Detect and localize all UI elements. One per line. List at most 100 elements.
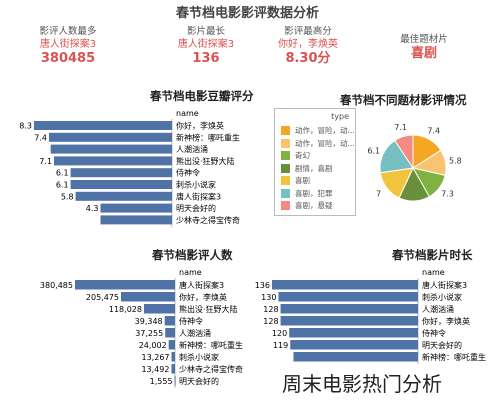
pie-legend: type 动作，冒险，动... 动作，冒险，动... 奇幻 剧情，喜剧 喜剧 喜剧，犯罪喜… (274, 108, 356, 216)
bar (53, 156, 172, 166)
data-label: 1,555 (150, 377, 173, 386)
legend-item[interactable]: 喜剧，悬疑 (295, 201, 333, 210)
category-label: 少林寺之得宝传奇 (176, 215, 240, 225)
duration-chart-title: 春节档影片时长 (392, 248, 473, 262)
slice-label: 7 (376, 190, 381, 199)
dashboard-title: 春节档电影影评数据分析 (175, 6, 319, 21)
kpi-value: 136 (192, 51, 220, 66)
slice-label: 7.3 (441, 190, 454, 199)
category-label: 唐人街探案3 (176, 191, 221, 201)
bar (280, 316, 418, 326)
category-label: 明天会好的 (179, 376, 219, 386)
kpi-longest-movie: 影片最长 唐人街探案3 136 (160, 26, 252, 67)
category-label: 唐人街探案3 (422, 280, 467, 290)
legend-item[interactable]: 动作，冒险，动... (295, 126, 355, 135)
rating-chart-title: 春节档电影豆瓣评分 (150, 89, 254, 103)
legend-item[interactable]: 喜剧 (295, 176, 310, 185)
data-label: 205,475 (86, 293, 119, 302)
bar (280, 304, 418, 314)
bar (171, 352, 175, 362)
legend-swatch (281, 201, 290, 210)
reviews-chart-title: 春节档影评人数 (152, 248, 233, 262)
category-label: 人潮汹涌 (176, 144, 208, 154)
data-label: 6.1 (56, 169, 69, 178)
category-label: 新神榜：哪吒重生 (179, 340, 243, 350)
data-label: 13,267 (142, 353, 170, 362)
data-label: 128 (263, 305, 278, 314)
bar (75, 191, 172, 201)
data-label: 4.3 (86, 204, 99, 213)
data-label: 7.1 (39, 157, 52, 166)
kpi-highest-score: 影评最高分 你好，李焕英 8.30分 (262, 26, 354, 67)
bar (143, 304, 175, 314)
legend-swatch (281, 151, 290, 160)
data-label: 118,028 (109, 305, 142, 314)
legend-swatch (281, 188, 290, 198)
category-label: 你好，李焕英 (179, 292, 227, 302)
column-header: name (176, 109, 199, 118)
bar (70, 180, 172, 189)
category-label: 你好，李焕英 (422, 316, 470, 326)
bar (120, 292, 175, 302)
kpi-label: 影片最长 (186, 26, 225, 37)
column-header: name (179, 268, 202, 277)
column-header: name (422, 268, 445, 277)
bar (165, 328, 175, 338)
data-label: 39,348 (135, 317, 163, 326)
kpi-movie: 你好，李焕英 (278, 39, 338, 50)
slice-label: 5.8 (449, 157, 462, 166)
category-label: 明天会好的 (422, 340, 462, 350)
category-label: 刺杀小说家 (176, 180, 216, 190)
legend-item[interactable]: 动作，冒险，动... (295, 138, 355, 148)
kpi-most-reviews: 影评人数最多 唐人街探案3 380485 (22, 26, 114, 67)
data-label: 24,002 (139, 341, 167, 350)
data-label: 128 (263, 317, 278, 326)
category-label: 熊出没·狂野大陆 (176, 156, 235, 166)
category-label: 少林寺之得宝传奇 (179, 364, 243, 374)
bar (290, 340, 418, 350)
bar (75, 280, 175, 290)
data-label: 37,255 (135, 329, 163, 338)
bar (278, 292, 418, 302)
legend-item[interactable]: 剧情，喜剧 (295, 163, 333, 173)
legend-swatch (281, 138, 290, 148)
bar (70, 168, 172, 178)
slice-label: 6.1 (367, 146, 380, 155)
bar (289, 328, 418, 338)
category-label: 明天会好的 (176, 203, 216, 213)
slice-label: 7.1 (394, 123, 407, 132)
bar (34, 121, 172, 130)
legend-swatch (281, 163, 290, 173)
bar (171, 364, 175, 374)
category-label: 唐人街探案3 (179, 280, 224, 290)
bar (293, 352, 418, 362)
kpi-movie: 唐人街探案3 (177, 39, 235, 50)
bar (164, 316, 175, 326)
category-label: 侍神令 (179, 316, 203, 326)
data-label: 6.1 (56, 181, 69, 190)
data-label: 136 (255, 281, 270, 290)
bar (100, 203, 172, 213)
data-label: 7.4 (34, 133, 47, 142)
slice-label: 7.4 (427, 126, 440, 135)
category-label: 人潮汹涌 (179, 328, 211, 338)
category-label: 刺杀小说家 (422, 292, 462, 302)
watermark: 周末电影热门分析 (282, 372, 442, 396)
reviews-bar-chart: name 380,485 唐人街探案3 205,475 你好，李焕英 118,028 熊出没… (40, 268, 243, 388)
data-label: 130 (261, 293, 276, 302)
category-label: 新神榜：哪吒重生 (422, 352, 486, 362)
data-label: 13,492 (141, 365, 169, 374)
legend-swatch (281, 176, 290, 185)
data-label: 119 (273, 341, 288, 350)
genre-pie-chart: 7.4 5.8 7.3 7 6.1 7.1 (367, 123, 462, 202)
kpi-label: 影评最高分 (284, 26, 332, 37)
bar (50, 144, 172, 154)
legend-item[interactable]: 喜剧，犯罪 (295, 188, 333, 198)
data-label: 120 (272, 329, 287, 338)
legend-item[interactable]: 奇幻 (295, 151, 310, 160)
kpi-label: 最佳题材片 (400, 34, 448, 45)
category-label: 侍神令 (176, 168, 200, 178)
category-label: 新神榜：哪吒重生 (176, 132, 240, 142)
